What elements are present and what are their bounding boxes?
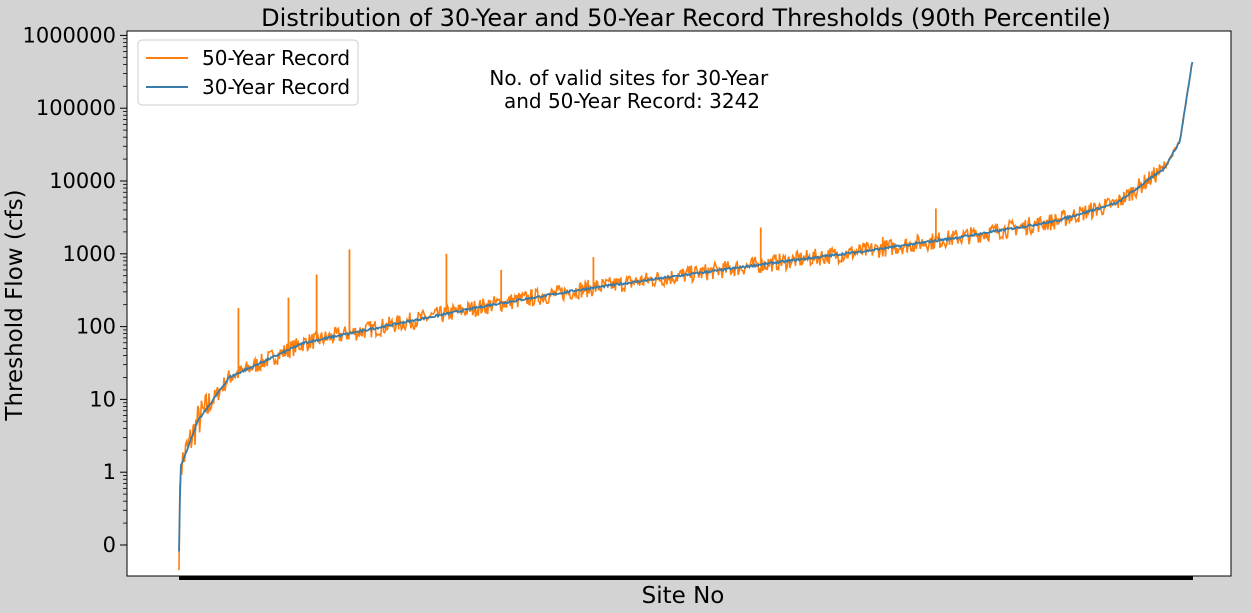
legend-label-30-year: 30-Year Record [202, 75, 350, 99]
y-tick-label: 1 [103, 460, 116, 484]
y-tick-label: 0 [103, 533, 116, 557]
annotation-line-1: No. of valid sites for 30-Year [489, 66, 769, 90]
y-tick-label: 10 [89, 387, 116, 411]
y-tick-label: 1000 [63, 242, 116, 266]
plot-area [126, 30, 1232, 577]
x-axis-label: Site No [642, 583, 725, 609]
y-axis-label: Threshold Flow (cfs) [2, 189, 28, 421]
chart-title: Distribution of 30-Year and 50-Year Reco… [261, 4, 1111, 32]
legend: 50-Year Record 30-Year Record [137, 39, 359, 106]
x-ticks-band [179, 576, 1193, 580]
y-tick-label: 100 [76, 315, 116, 339]
annotation-line-2: and 50-Year Record: 3242 [504, 89, 760, 113]
annotation: No. of valid sites for 30-Year and 50-Ye… [489, 66, 774, 113]
legend-label-50-year: 50-Year Record [202, 46, 350, 70]
series-30-year-line [178, 61, 1194, 552]
y-tick-label: 100000 [36, 96, 116, 120]
x-axis [179, 576, 1193, 580]
y-axis: 0 1 10 100 1000 10000 100000 1000000 [22, 23, 127, 557]
y-tick-label: 1000000 [22, 23, 116, 47]
plot-lines [178, 61, 1194, 571]
legend-box [137, 39, 359, 106]
y-tick-label: 10000 [49, 169, 116, 193]
